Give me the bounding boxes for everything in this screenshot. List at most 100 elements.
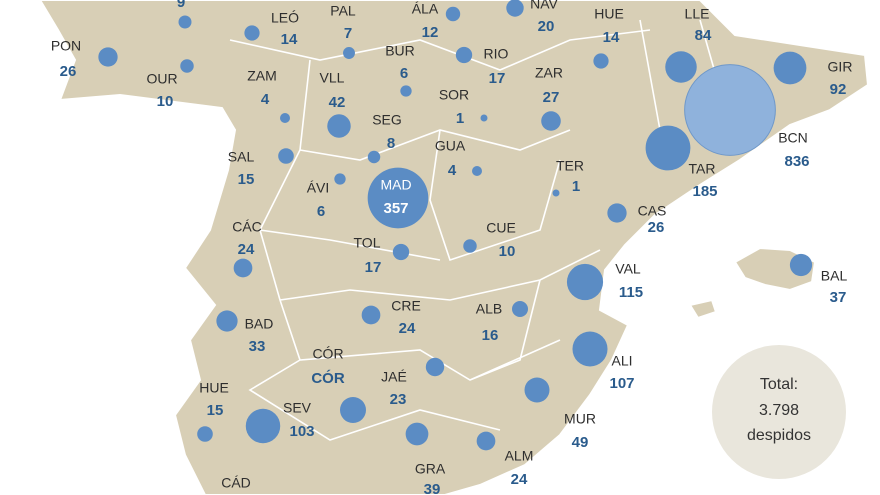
province-value: 39 xyxy=(424,481,441,495)
province-value: 42 xyxy=(329,94,346,111)
province-label: PAL xyxy=(330,3,356,19)
total-label: Total: xyxy=(760,376,798,393)
province-label: RIO xyxy=(484,46,509,62)
province-label: CÁC xyxy=(232,219,262,235)
province-label: TOL xyxy=(354,235,381,251)
province-value: 92 xyxy=(830,81,847,98)
province-label: ALM xyxy=(505,448,534,464)
total-box: Total: 3.798 despidos xyxy=(712,345,846,479)
province-label: PON xyxy=(51,38,81,54)
bubble xyxy=(367,167,429,229)
bubble xyxy=(98,47,118,67)
bubble xyxy=(541,111,561,131)
province-label: OUR xyxy=(146,71,177,87)
bubbles xyxy=(98,0,813,451)
bubble xyxy=(197,426,213,442)
bubble xyxy=(512,301,528,317)
bubble xyxy=(334,173,346,185)
province-label: HUE xyxy=(594,6,624,22)
province-value: 12 xyxy=(422,24,439,41)
province-label: MUR xyxy=(564,411,596,427)
bubble xyxy=(645,125,691,171)
bubble xyxy=(180,59,194,73)
total-unit: despidos xyxy=(747,427,811,444)
province-value: 103 xyxy=(289,423,314,440)
province-value: 4 xyxy=(448,162,457,179)
province-value: 4 xyxy=(261,91,270,108)
province-label: BAD xyxy=(245,316,274,332)
province-label: BCN xyxy=(778,130,808,146)
province-value: 23 xyxy=(390,391,407,408)
bubble xyxy=(244,25,260,41)
province-label: HUE xyxy=(199,380,229,396)
bubble xyxy=(665,51,697,83)
province-value: 26 xyxy=(648,219,665,236)
bubble xyxy=(524,377,550,403)
province-label: TAR xyxy=(689,161,716,177)
province-value: 9 xyxy=(177,0,185,11)
peninsula xyxy=(38,0,870,495)
province-value: 84 xyxy=(695,27,712,44)
province-label: CRE xyxy=(391,298,421,314)
bubble xyxy=(280,113,290,123)
province-value: 17 xyxy=(489,70,506,87)
province-value: 836 xyxy=(784,153,809,170)
province-label: CÓR xyxy=(312,346,343,362)
province-value: 1 xyxy=(572,178,580,195)
province-value: 10 xyxy=(499,243,516,260)
province-label: CUE xyxy=(486,220,516,236)
bubble xyxy=(789,253,813,277)
province-value: 6 xyxy=(317,203,325,220)
province-value: 107 xyxy=(609,375,634,392)
province-label: SAL xyxy=(228,149,255,165)
province-value: 357 xyxy=(383,200,408,217)
bubble xyxy=(178,15,192,29)
province-value: 26 xyxy=(60,63,77,80)
province-value: 10 xyxy=(157,93,174,110)
province-value: 1 xyxy=(456,110,464,127)
province-label: CÁD xyxy=(221,475,251,491)
province-value: 16 xyxy=(482,327,499,344)
province-label: SEG xyxy=(372,112,402,128)
province-value: 27 xyxy=(543,89,560,106)
province-label: MAD xyxy=(380,177,411,193)
province-label: VAL xyxy=(615,261,641,277)
bubble xyxy=(476,431,496,451)
province-value: CÓR xyxy=(311,369,345,387)
bubble xyxy=(392,243,410,261)
province-value: 37 xyxy=(830,289,847,306)
province-value: 20 xyxy=(538,18,555,35)
bubble xyxy=(343,47,355,59)
province-label: LEÓ xyxy=(271,10,299,26)
bubble xyxy=(425,357,445,377)
province-label: SOR xyxy=(439,87,469,103)
province-value: 17 xyxy=(365,259,382,276)
province-label: NAV xyxy=(530,0,558,12)
province-value: 185 xyxy=(692,183,717,200)
province-value: 33 xyxy=(249,338,266,355)
bubble xyxy=(593,53,609,69)
province-label: GUA xyxy=(435,138,466,154)
province-value: 24 xyxy=(511,471,528,488)
bubble xyxy=(552,189,560,197)
province-value: 24 xyxy=(238,241,255,258)
bubble xyxy=(445,6,461,22)
bubble xyxy=(480,114,488,122)
province-label: JAÉ xyxy=(381,369,407,385)
bubble xyxy=(463,239,477,253)
province-label: CAS xyxy=(638,203,667,219)
province-label: GRA xyxy=(415,461,446,477)
province-label: ZAR xyxy=(535,65,563,81)
bubble xyxy=(245,408,281,444)
province-label: ALB xyxy=(476,301,502,317)
province-value: 15 xyxy=(238,171,255,188)
minor-island xyxy=(688,298,718,320)
bubble xyxy=(367,150,381,164)
province-label: ÁVI xyxy=(307,180,330,196)
province-value: 115 xyxy=(619,284,643,301)
bubble xyxy=(400,85,412,97)
bubble xyxy=(566,263,604,301)
province-label: TER xyxy=(556,158,584,174)
